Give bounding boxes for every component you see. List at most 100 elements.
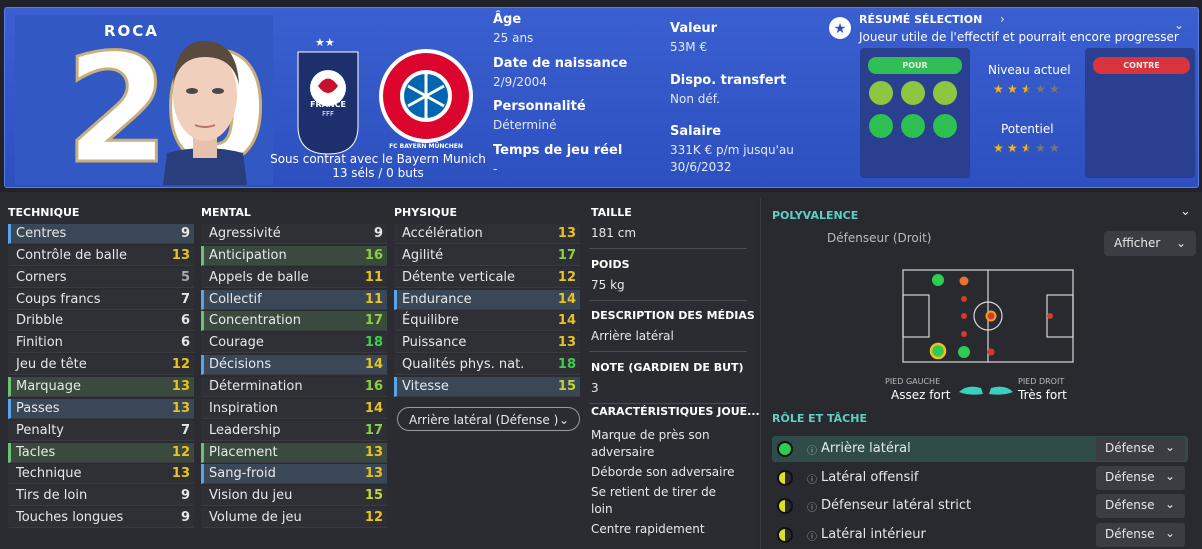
info-label: Âge [493, 12, 522, 27]
role-name: Défenseur latéral strict [821, 498, 972, 513]
duty-dropdown[interactable]: Défense ⌄ [1096, 437, 1185, 461]
star: ★ ★ [1007, 141, 1018, 155]
collapse[interactable]: ⌄ [1174, 18, 1185, 32]
role-dropdown[interactable]: Arrière latéral (Défense ) ⌄ [397, 407, 580, 431]
attribute-name: Passes [16, 400, 60, 416]
attribute-name: Qualités phys. nat. [402, 357, 525, 373]
collapse[interactable]: ⌄ [1180, 204, 1191, 219]
attribute-name: Détente verticale [402, 269, 516, 285]
attribute-row: Puissance 13 [394, 333, 580, 354]
group-title: TECHNIQUE [8, 206, 80, 219]
svg-text:★★: ★★ [315, 36, 335, 49]
pros-icons [869, 81, 957, 138]
info-icon: ⓘ [807, 531, 817, 543]
info-value: 2/9/2004 [493, 75, 547, 89]
cons-button[interactable]: CONTRE [1093, 57, 1190, 74]
club-badge-text: FC BAYERN MÜNCHEN [389, 143, 463, 150]
attribute-name: Leadership [209, 422, 281, 438]
role-name: Arrière latéral [821, 441, 911, 456]
versatility-title: POLYVALENCE [772, 209, 859, 222]
attribute-row: Volume de jeu 12 [201, 508, 387, 529]
role-row[interactable]: ⓘ Défenseur latéral strict Défense ⌄ [772, 493, 1188, 519]
role-dropdown-text: Arrière latéral (Défense ) [409, 413, 559, 427]
duty-dropdown[interactable]: Défense ⌄ [1096, 465, 1185, 490]
attribute-row: Agilité 17 [394, 245, 580, 266]
attribute-value: 11 [364, 291, 383, 307]
group-title: MENTAL [201, 206, 251, 219]
attribute-row: Détente verticale 12 [394, 267, 580, 288]
attribute-value: 16 [364, 247, 383, 263]
attribute-name: Détermination [209, 378, 303, 394]
attribute-row: Décisions 14 [201, 355, 387, 376]
star-fill: ★ [1007, 141, 1018, 155]
info-value: 331K € p/m jusqu'au 30/6/2032 [670, 143, 794, 174]
role-row[interactable]: ⓘ Latéral offensif Défense ⌄ [772, 465, 1188, 491]
attribute-row: Concentration 17 [201, 311, 387, 332]
star: ★ ★ [993, 82, 1004, 96]
info-label: Valeur [670, 21, 718, 36]
attribute-row: Centres 9 [8, 224, 194, 244]
attribute-name: Courage [209, 335, 264, 351]
info-icon: ⓘ [807, 474, 817, 486]
attribute-name: Dribble [16, 313, 64, 329]
side-pane [760, 198, 1202, 549]
pitch [902, 269, 1074, 363]
attribute-row: Sang-froid 13 [201, 464, 387, 485]
attribute-value: 6 [180, 335, 190, 351]
info-value: Déterminé [493, 118, 557, 132]
caps: 13 séls / 0 buts [332, 166, 424, 180]
attribute-value: 13 [171, 378, 190, 394]
attribute-name: Tirs de loin [16, 488, 88, 504]
attribute-value: 16 [364, 378, 383, 394]
group-title: PHYSIQUE [394, 206, 458, 219]
attribute-name: Corners [16, 269, 67, 285]
attribute-value: 12 [171, 357, 190, 373]
attribute-name: Coups francs [16, 291, 101, 307]
attribute-value: 13 [171, 466, 190, 482]
star: ★ [1035, 141, 1046, 155]
info-value: - [493, 162, 498, 176]
dropdown-arrow: ⌄ [558, 413, 569, 427]
star-fill: ★ [993, 141, 1004, 155]
attribute-value: 5 [180, 269, 190, 285]
duty-dropdown[interactable]: Défense ⌄ [1096, 494, 1185, 518]
divider [589, 351, 747, 352]
badges: ★★ [297, 36, 473, 155]
duty-dropdown[interactable]: Défense ⌄ [1096, 522, 1185, 547]
star-fill: ★ [1007, 82, 1018, 96]
role-row[interactable]: ⓘ Arrière latéral Défense ⌄ [772, 436, 1188, 462]
attribute-name: Collectif [209, 291, 262, 307]
pros-button[interactable]: POUR [868, 57, 962, 74]
show-button[interactable]: Afficher ⌄ [1104, 231, 1196, 256]
attribute-name: Décisions [209, 357, 272, 373]
attribute-row: Technique 13 [8, 464, 194, 485]
dropdown-arrow: ⌄ [1164, 440, 1175, 454]
attribute-name: Centres [16, 226, 67, 241]
info-value: 25 ans [493, 31, 534, 45]
attribute-value: 15 [364, 488, 383, 504]
attribute-name: Vitesse [402, 378, 449, 394]
attribute-name: Vision du jeu [209, 488, 293, 504]
role-row[interactable]: ⓘ Latéral intérieur Défense ⌄ [772, 522, 1188, 548]
info-label: Salaire [670, 124, 722, 139]
attribute-name: Inspiration [209, 400, 278, 416]
duty: Défense [1105, 441, 1155, 455]
attribute-row: Courage 18 [201, 333, 387, 354]
star: ★ [1049, 141, 1060, 155]
potential-label: Potentiel [1001, 122, 1054, 136]
attribute-value: 11 [364, 269, 383, 285]
attribute-row: Vision du jeu 15 [201, 486, 387, 507]
detail-label: DESCRIPTION DES MÉDIAS [591, 309, 755, 322]
attribute-row: Collectif 11 [201, 289, 387, 310]
attribute-value: 12 [171, 444, 190, 460]
star-fill: ★ [1021, 82, 1027, 96]
attribute-row: Passes 13 [8, 398, 194, 419]
traits-list: Marque de près son adversaire Déborde son… [591, 427, 741, 541]
attribute-name: Agilité [402, 247, 444, 263]
attribute-name: Contrôle de balle [16, 247, 127, 263]
info-label: Dispo. transfert [670, 73, 787, 88]
selection-title[interactable]: RÉSUMÉ SÉLECTION [859, 13, 983, 26]
trait: Centre rapidement [591, 522, 705, 536]
star: ★ ★ [993, 141, 1004, 155]
